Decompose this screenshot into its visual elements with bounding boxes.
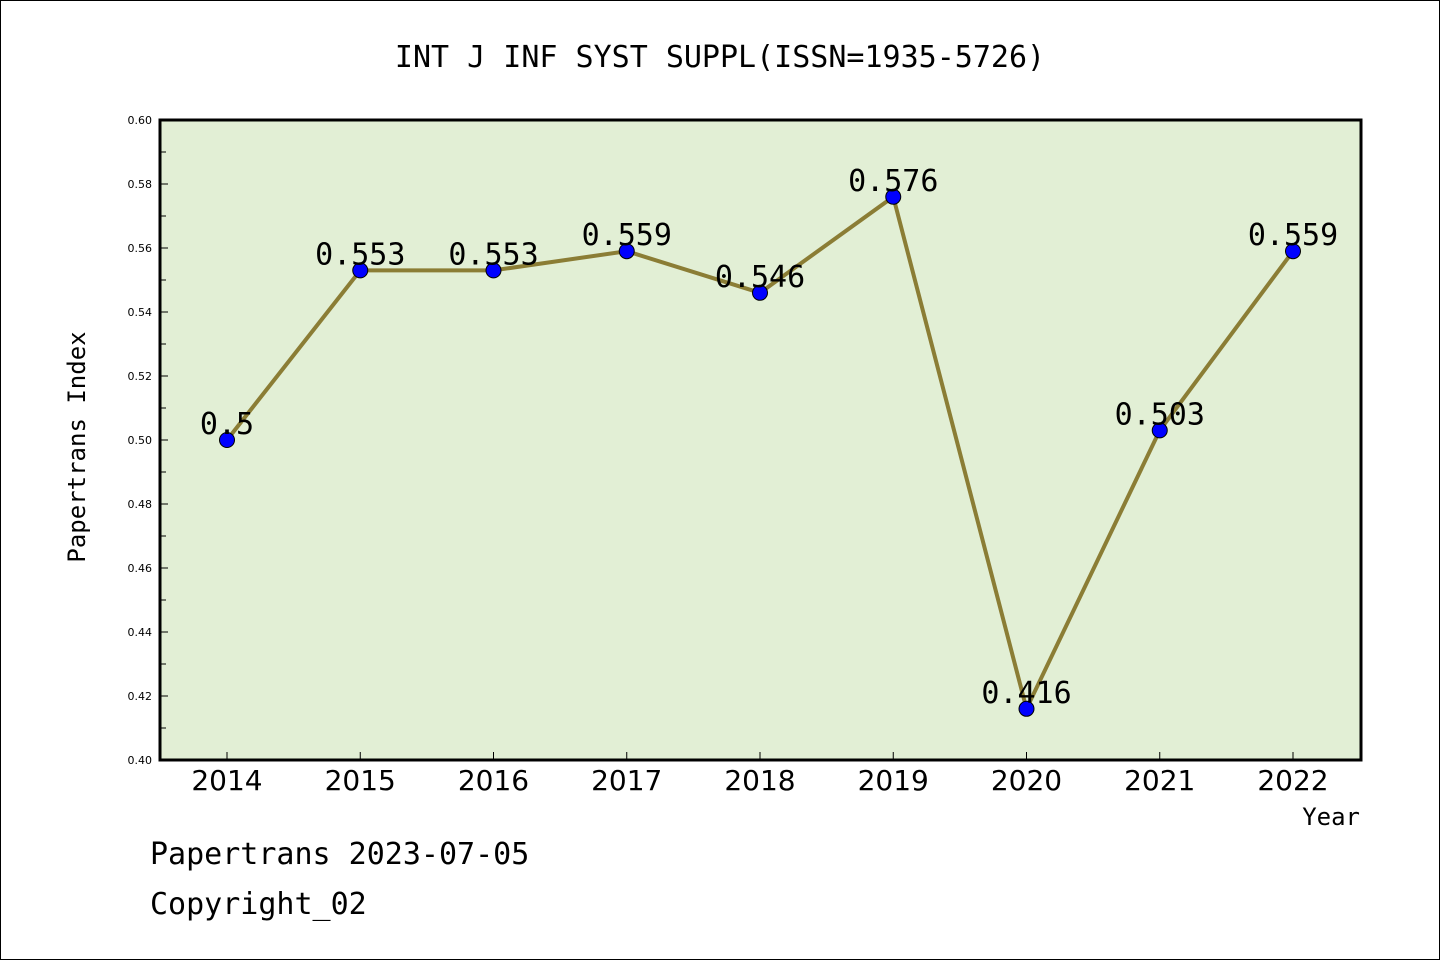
data-points	[219, 188, 1301, 717]
x-tick-label: 2017	[591, 764, 662, 797]
data-label: 0.416	[981, 676, 1071, 711]
x-tick-label: 2021	[1124, 764, 1195, 797]
y-tick-label: 0.48	[128, 498, 153, 511]
data-point	[219, 432, 235, 448]
data-point	[485, 262, 502, 279]
x-tick-label: 2016	[458, 764, 529, 797]
y-tick-label: 0.52	[128, 370, 153, 383]
x-tick-label: 2022	[1257, 764, 1328, 797]
data-label: 0.559	[582, 218, 672, 253]
data-point	[752, 284, 768, 301]
plot-area	[158, 118, 1363, 762]
x-tick-label: 2020	[991, 764, 1062, 797]
data-labels: 0.5 0.553 0.553 0.559 0.546 0.576 0.416 0.503 0.…	[200, 164, 1338, 711]
x-axis-ticks: 2014 2015 2016 2017 2018 2019 2020 2021 2022	[191, 752, 1329, 797]
x-tick-label: 2019	[858, 764, 929, 797]
footer-copyright: Copyright_02	[150, 887, 367, 922]
data-point	[352, 262, 369, 279]
data-point	[1151, 422, 1168, 439]
y-axis-ticks: 0.40 0.42 0.44 0.46 0.48 0.50 0.52 0.54 0.56 0.58…	[128, 114, 168, 767]
data-label: 0.503	[1115, 397, 1205, 432]
x-tick-label: 2014	[191, 764, 262, 797]
y-tick-label: 0.42	[128, 690, 153, 703]
data-point	[1018, 700, 1035, 717]
data-label: 0.576	[848, 164, 938, 199]
data-label: 0.546	[715, 260, 805, 295]
y-tick-label: 0.40	[128, 754, 153, 767]
data-label: 0.5	[200, 407, 254, 442]
data-label: 0.553	[315, 237, 405, 272]
data-point	[1285, 243, 1301, 260]
x-tick-label: 2015	[325, 764, 396, 797]
y-tick-label: 0.44	[128, 626, 153, 639]
data-label: 0.559	[1248, 218, 1338, 253]
data-point	[885, 188, 902, 205]
chart-title: INT J INF SYST SUPPL(ISSN=1935-5726)	[395, 40, 1045, 75]
y-tick-label: 0.58	[128, 178, 153, 191]
y-tick-label: 0.56	[128, 242, 153, 255]
y-tick-label: 0.60	[128, 114, 153, 127]
x-axis-title: Year	[1302, 803, 1360, 831]
y-tick-label: 0.54	[128, 306, 153, 319]
y-tick-label: 0.50	[128, 434, 153, 447]
x-tick-label: 2018	[724, 764, 795, 797]
y-axis-title: Papertrans Index	[63, 331, 91, 562]
y-tick-label: 0.46	[128, 562, 153, 575]
footer-date: Papertrans 2023-07-05	[150, 837, 529, 872]
data-label: 0.553	[448, 237, 538, 272]
data-point	[618, 243, 635, 260]
